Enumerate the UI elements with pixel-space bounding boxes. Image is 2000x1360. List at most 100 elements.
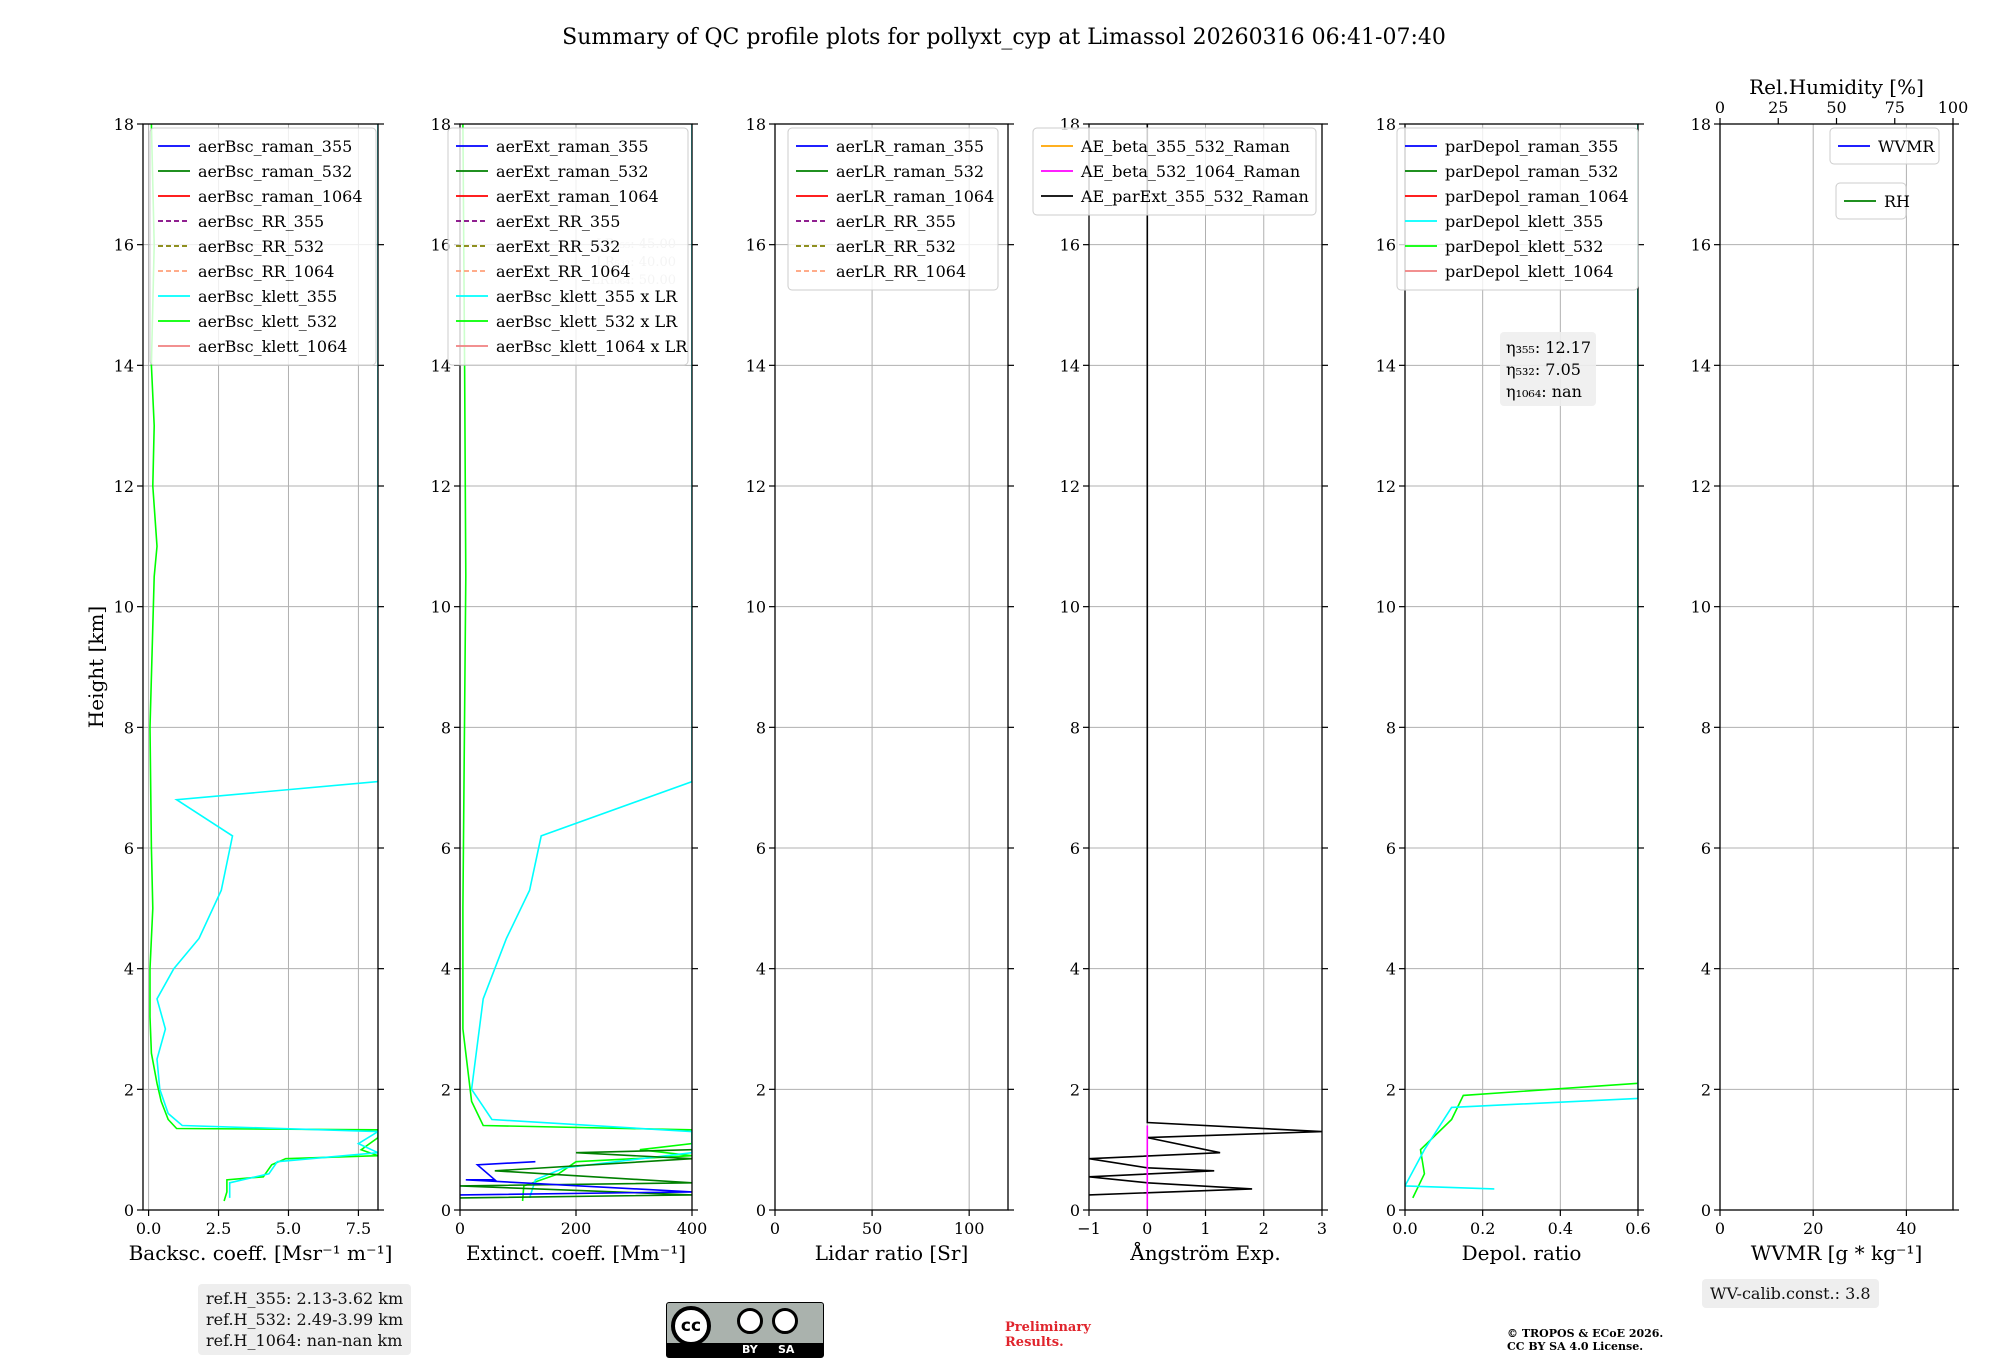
legend-label: aerBsc_RR_355	[198, 212, 324, 231]
ref-height-355: ref.H_355: 2.13-3.62 km	[206, 1289, 404, 1308]
top-x-tick-label: 50	[1826, 98, 1846, 117]
y-tick-label: 10	[746, 598, 766, 617]
share-alike-icon	[772, 1308, 798, 1334]
legend-label: aerBsc_raman_1064	[198, 187, 363, 206]
y-tick-label: 14	[746, 356, 766, 375]
y-tick-label: 14	[431, 356, 451, 375]
x-tick-label: 100	[954, 1219, 985, 1238]
y-tick-label: 10	[1376, 598, 1396, 617]
top-x-tick-label: 25	[1768, 98, 1788, 117]
y-tick-label: 0	[1386, 1201, 1396, 1220]
legend-box	[1032, 127, 1317, 216]
legend-label: AE_parExt_355_532_Raman	[1080, 187, 1309, 206]
x-axis-label: WVMR [g * kg⁻¹]	[1751, 1241, 1923, 1265]
x-tick-label: 2	[1259, 1219, 1269, 1238]
top-x-tick-label: 0	[1715, 98, 1725, 117]
x-tick-label: 7.5	[346, 1219, 371, 1238]
ref-height-1064: ref.H_1064: nan-nan km	[206, 1331, 403, 1350]
y-tick-label: 12	[746, 477, 766, 496]
x-tick-label: 0.4	[1548, 1219, 1573, 1238]
panel-3: 0 2 4 6 8 10 12 14 16 18 0 50 100 Lidar ratio [Sr] aer…	[746, 115, 1014, 1265]
cc-license-badge: cc BY SA	[666, 1302, 824, 1358]
series-line-aerBsc_klett_532 x LR	[462, 124, 692, 1202]
legend-label: aerBsc_klett_1064 x LR	[496, 337, 688, 356]
legend-label: AE_beta_355_532_Raman	[1080, 137, 1290, 156]
y-tick-label: 16	[1691, 236, 1711, 255]
y-tick-label: 8	[756, 718, 766, 737]
y-tick-label: 4	[441, 960, 451, 979]
cc-sa-label: SA	[778, 1343, 795, 1356]
preliminary-line-1: Preliminary	[1005, 1320, 1091, 1335]
legend-label: parDepol_raman_355	[1445, 137, 1618, 156]
y-tick-label: 18	[431, 115, 451, 134]
legend-label: aerLR_RR_355	[836, 212, 956, 231]
legend-box	[447, 127, 689, 366]
legend-label: parDepol_klett_532	[1445, 237, 1603, 256]
y-axis-label: Height [km]	[84, 606, 108, 728]
legend-label: aerBsc_klett_532	[198, 312, 337, 331]
x-tick-label: −1	[1077, 1219, 1101, 1238]
panel-1: 0 2 4 6 8 10 12 14 16 18 0.0 2.5 5.0 7.5 Backsc. coeff…	[114, 115, 393, 1265]
axes-frame	[142, 123, 379, 1211]
top-x-tick-label: 100	[1938, 98, 1969, 117]
y-tick-label: 12	[431, 477, 451, 496]
legend-label: aerBsc_RR_532	[198, 237, 324, 256]
y-tick-label: 10	[431, 598, 451, 617]
legend-label: RH	[1884, 192, 1910, 211]
legend-label: aerLR_RR_532	[836, 237, 956, 256]
legend-label: aerExt_raman_532	[496, 162, 649, 181]
x-tick-label: 200	[561, 1219, 592, 1238]
y-tick-label: 14	[1060, 356, 1080, 375]
ref-height-box: ref.H_355: 2.13-3.62 km ref.H_532: 2.49-…	[198, 1284, 412, 1355]
y-tick-label: 16	[746, 236, 766, 255]
y-tick-label: 8	[1070, 718, 1080, 737]
series-group	[1089, 124, 1322, 1210]
series-group	[1405, 124, 1638, 1199]
y-tick-label: 4	[1701, 960, 1711, 979]
x-tick-label: 0.0	[136, 1219, 161, 1238]
y-tick-label: 6	[441, 839, 451, 858]
y-tick-label: 6	[1386, 839, 1396, 858]
y-tick-label: 0	[1701, 1201, 1711, 1220]
y-tick-label: 4	[1070, 960, 1080, 979]
y-tick-label: 0	[124, 1201, 134, 1220]
top-x-axis-label: Rel.Humidity [%]	[1749, 75, 1924, 99]
y-tick-label: 4	[1386, 960, 1396, 979]
series-group	[460, 124, 692, 1202]
y-tick-label: 16	[114, 236, 134, 255]
legend-label: AE_beta_532_1064_Raman	[1080, 162, 1300, 181]
eta-value: η₅₃₂: 7.05	[1506, 360, 1581, 379]
x-tick-label: 0	[770, 1219, 780, 1238]
preliminary-line-2: Results.	[1005, 1335, 1064, 1350]
attribution-icon	[737, 1308, 763, 1334]
x-axis-label: Lidar ratio [Sr]	[815, 1241, 969, 1265]
axes-frame	[1404, 123, 1639, 1211]
y-tick-label: 18	[1691, 115, 1711, 134]
y-tick-label: 2	[756, 1080, 766, 1099]
legend-box	[149, 127, 377, 366]
y-tick-label: 0	[1070, 1201, 1080, 1220]
panel-5: 0 2 4 6 8 10 12 14 16 18 0.0 0.2 0.4 0.6 Depol. ratio p…	[1376, 115, 1651, 1265]
legend-label: aerBsc_RR_1064	[198, 262, 334, 281]
y-tick-label: 12	[1060, 477, 1080, 496]
y-tick-label: 12	[1691, 477, 1711, 496]
x-tick-label: 50	[862, 1219, 882, 1238]
legend-label: aerLR_RR_1064	[836, 262, 966, 281]
legend-label: aerExt_RR_532	[496, 237, 620, 256]
legend-label: aerExt_RR_355	[496, 212, 620, 231]
x-tick-label: 0.6	[1625, 1219, 1650, 1238]
legend-label: aerBsc_raman_532	[198, 162, 352, 181]
y-tick-label: 10	[1060, 598, 1080, 617]
y-tick-label: 6	[124, 839, 134, 858]
y-tick-label: 2	[1070, 1080, 1080, 1099]
legend-label: parDepol_klett_1064	[1445, 262, 1614, 281]
top-x-tick-label: 75	[1885, 98, 1905, 117]
y-tick-label: 14	[1376, 356, 1396, 375]
axes-frame	[774, 123, 1009, 1211]
ref-height-532: ref.H_532: 2.49-3.99 km	[206, 1310, 404, 1329]
cc-badge-bar	[667, 1343, 823, 1357]
y-tick-label: 2	[1701, 1080, 1711, 1099]
